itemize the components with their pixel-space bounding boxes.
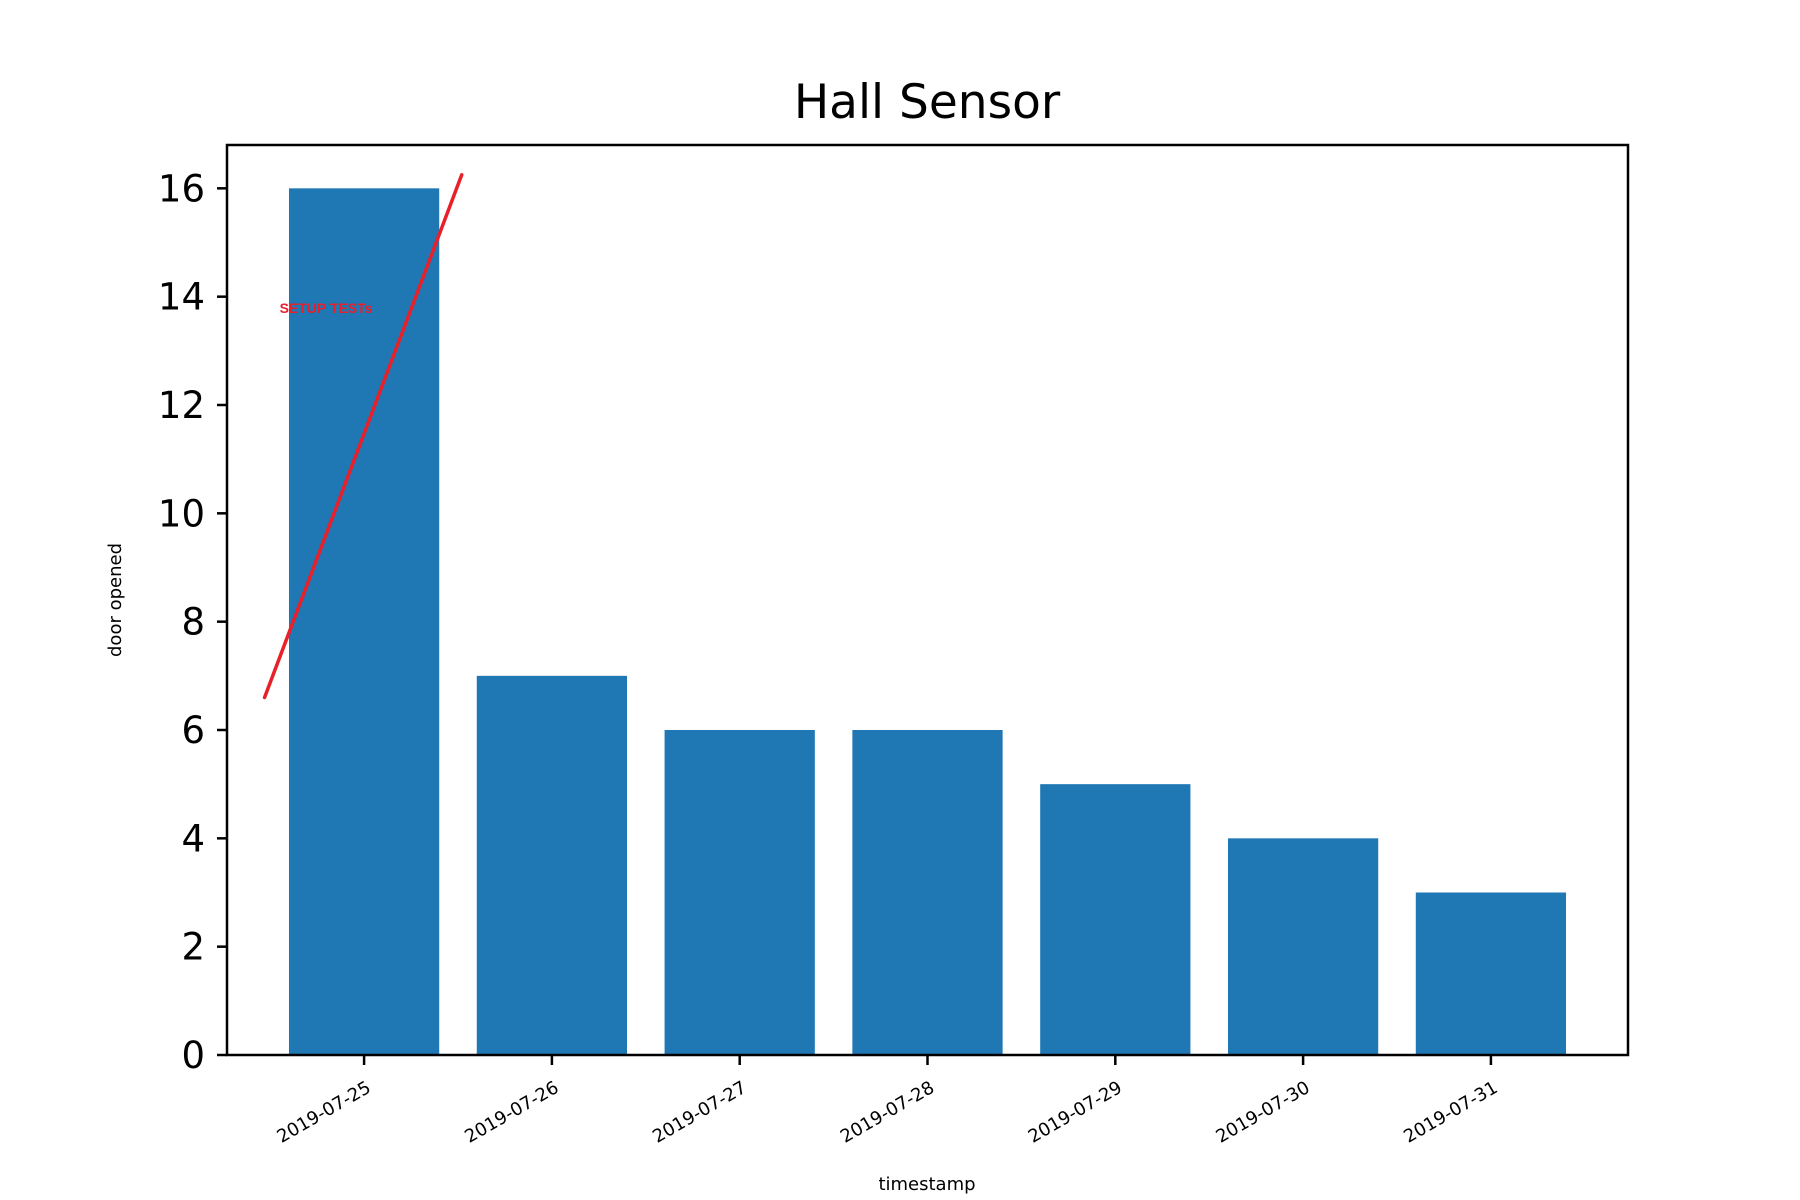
y-axis-ticks: 0 2 4 6 8 10 12 14 16 — [158, 167, 227, 1077]
annotation-layer: SETUP TESTs — [262, 173, 464, 700]
bars-layer — [288, 188, 1567, 1056]
bar-2019-07-27 — [664, 730, 815, 1055]
bar-2019-07-30 — [1227, 838, 1379, 1055]
y-tick-label-0: 0 — [181, 1034, 205, 1077]
annotation-line — [262, 173, 464, 700]
y-tick-label-14: 14 — [158, 276, 205, 319]
y-tick-label-8: 8 — [181, 601, 205, 644]
bar-2019-07-31 — [1415, 892, 1567, 1055]
y-axis-label: door opened — [105, 543, 126, 657]
y-tick-label-6: 6 — [181, 709, 205, 752]
bar-2019-07-26 — [476, 675, 628, 1055]
annotation-text: SETUP TESTs — [280, 300, 373, 316]
y-tick-label-10: 10 — [158, 492, 205, 535]
x-axis-label: timestamp — [878, 1174, 975, 1195]
y-tick-label-16: 16 — [158, 167, 205, 210]
bar-2019-07-29 — [1040, 784, 1191, 1055]
bar-2019-07-28 — [852, 730, 1003, 1055]
y-tick-label-2: 2 — [181, 926, 205, 969]
chart-title: Hall Sensor — [794, 75, 1061, 130]
y-tick-label-12: 12 — [158, 384, 205, 427]
y-tick-label-4: 4 — [181, 817, 205, 860]
bar-2019-07-25 — [288, 188, 440, 1056]
